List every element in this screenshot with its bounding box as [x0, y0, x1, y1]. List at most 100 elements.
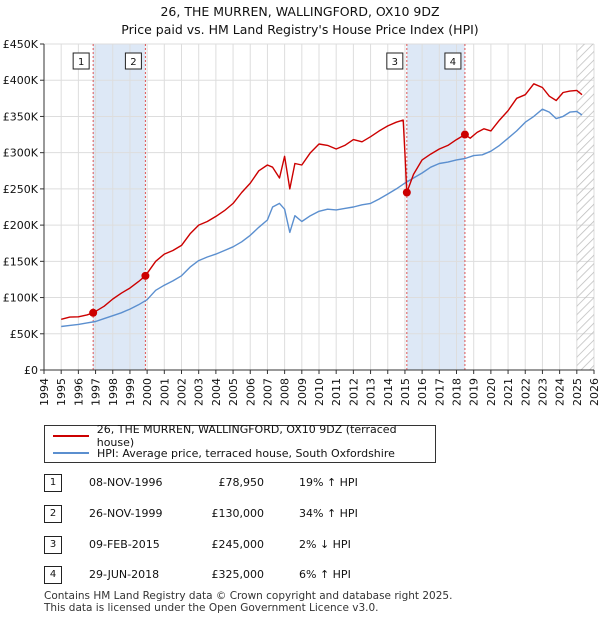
- x-tick-label: 1998: [107, 378, 120, 406]
- x-tick-label: 2025: [571, 378, 584, 406]
- sale-point: [89, 308, 98, 317]
- table-row: 4 29-JUN-2018 £325,000 6% ↑ HPI: [44, 566, 464, 584]
- x-tick-label: 2001: [158, 378, 171, 406]
- x-tick-label: 1997: [90, 378, 103, 406]
- row-hpi-diff: 19% ↑ HPI: [299, 476, 358, 489]
- hatch-region: [576, 44, 594, 370]
- row-date: 08-NOV-1996: [89, 476, 163, 489]
- row-number: 4: [44, 566, 62, 584]
- sale-label-box: [444, 52, 462, 70]
- x-tick-label: 2022: [519, 378, 532, 406]
- table-row: 3 09-FEB-2015 £245,000 2% ↓ HPI: [44, 536, 464, 554]
- x-tick-label: 2006: [244, 378, 257, 406]
- x-tick-label: 2005: [227, 378, 240, 406]
- series-line-hpi: [61, 108, 583, 328]
- row-hpi-diff: 2% ↓ HPI: [299, 538, 351, 551]
- x-tick-label: 2002: [176, 378, 189, 406]
- x-tick-label: 2008: [279, 378, 292, 406]
- row-number: 2: [44, 505, 62, 523]
- x-tick-label: 2010: [313, 378, 326, 406]
- sale-point: [402, 188, 411, 197]
- x-tick-label: 2026: [588, 378, 600, 406]
- footer: Contains HM Land Registry data © Crown c…: [44, 590, 452, 614]
- chart-title: 26, THE MURREN, WALLINGFORD, OX10 9DZ Pr…: [0, 3, 600, 39]
- row-number: 1: [44, 474, 62, 492]
- sale-label-box: [124, 52, 142, 70]
- x-tick-label: 1996: [72, 378, 85, 406]
- shaded-period: [406, 44, 465, 370]
- row-price: £245,000: [211, 538, 265, 551]
- x-tick-label: 2013: [365, 378, 378, 406]
- legend-label-hpi: HPI: Average price, terraced house, Sout…: [97, 446, 395, 460]
- axes: £0 £50K £100K £150K £200K £250K £300K £350K £400…: [3, 38, 600, 406]
- sale-point: [460, 130, 469, 139]
- y-tick-label: £100K: [3, 292, 39, 305]
- sale-points: [89, 130, 469, 317]
- legend-item-hpi: HPI: Average price, terraced house, Sout…: [53, 445, 395, 461]
- x-tick-label: 2009: [296, 378, 309, 406]
- y-tick-label: £400K: [3, 74, 39, 87]
- y-tick-label: £200K: [3, 219, 39, 232]
- sale-labels: 1 2 3 4: [72, 52, 462, 70]
- x-tick-label: 2020: [485, 378, 498, 406]
- sale-point: [141, 271, 150, 280]
- legend-item-price: 26, THE MURREN, WALLINGFORD, OX10 9DZ (t…: [53, 423, 435, 449]
- shaded-periods: [93, 44, 465, 370]
- row-hpi-diff: 34% ↑ HPI: [299, 507, 358, 520]
- legend-swatch-price: [53, 435, 89, 437]
- row-date: 09-FEB-2015: [89, 538, 160, 551]
- x-tick-label: 2024: [554, 378, 567, 406]
- x-tick-label: 2012: [347, 378, 360, 406]
- y-tick-label: £0: [24, 364, 38, 377]
- legend-swatch-hpi: [53, 452, 89, 454]
- x-tick-label: 2016: [416, 378, 429, 406]
- legend: 26, THE MURREN, WALLINGFORD, OX10 9DZ (t…: [44, 423, 436, 463]
- footer-line-1: Contains HM Land Registry data © Crown c…: [44, 590, 453, 602]
- x-tick-label: 1994: [38, 378, 51, 406]
- x-tick-label: 2003: [193, 378, 206, 406]
- x-tick-label: 2015: [399, 378, 412, 406]
- x-tick-label: 2017: [433, 378, 446, 406]
- series-lines: [61, 83, 583, 328]
- title-line-1: 26, THE MURREN, WALLINGFORD, OX10 9DZ: [160, 4, 440, 19]
- x-tick-label: 2007: [261, 378, 274, 406]
- shaded-period: [93, 44, 146, 370]
- title-line-2: Price paid vs. HM Land Registry's House …: [121, 22, 479, 37]
- row-date: 26-NOV-1999: [89, 507, 163, 520]
- row-date: 29-JUN-2018: [89, 568, 160, 581]
- y-tick-label: £350K: [3, 110, 39, 123]
- y-tick-label: £150K: [3, 255, 39, 268]
- y-tick-label: £300K: [3, 147, 39, 160]
- row-hpi-diff: 6% ↑ HPI: [299, 568, 351, 581]
- footer-line-2: This data is licensed under the Open Gov…: [44, 602, 379, 614]
- x-tick-label: 2000: [141, 378, 154, 406]
- price-chart: 1 2 3 4 £0 £50K £100K £150K £200K £250K £300K £350…: [3, 38, 600, 406]
- row-price: £78,950: [218, 476, 265, 489]
- row-number: 3: [44, 536, 62, 554]
- x-tick-label: 2021: [502, 378, 515, 406]
- y-tick-label: £250K: [3, 183, 39, 196]
- sale-label-box: [72, 52, 90, 70]
- x-tick-label: 2004: [210, 378, 223, 406]
- x-tick-label: 1995: [55, 378, 68, 406]
- legend-label-price: 26, THE MURREN, WALLINGFORD, OX10 9DZ (t…: [96, 423, 397, 449]
- sale-label-text: 4: [450, 57, 456, 68]
- y-tick-label: £450K: [3, 38, 39, 51]
- x-tick-label: 2023: [536, 378, 549, 406]
- table-row: 2 26-NOV-1999 £130,000 34% ↑ HPI: [44, 505, 464, 523]
- row-price: £325,000: [211, 568, 265, 581]
- table-row: 1 08-NOV-1996 £78,950 19% ↑ HPI: [44, 474, 464, 492]
- sale-label-box: [386, 52, 404, 70]
- sale-label-text: 2: [130, 57, 136, 68]
- x-tick-label: 1999: [124, 378, 137, 406]
- x-tick-label: 2019: [468, 378, 481, 406]
- y-tick-label: £50K: [10, 328, 39, 341]
- x-tick-label: 2018: [451, 378, 464, 406]
- row-price: £130,000: [211, 507, 265, 520]
- sale-label-text: 3: [392, 57, 398, 68]
- sale-label-text: 1: [78, 57, 84, 68]
- x-tick-label: 2011: [330, 378, 343, 406]
- x-tick-label: 2014: [382, 378, 395, 406]
- forecast-hatch: [576, 44, 594, 370]
- series-line-price: [61, 83, 583, 320]
